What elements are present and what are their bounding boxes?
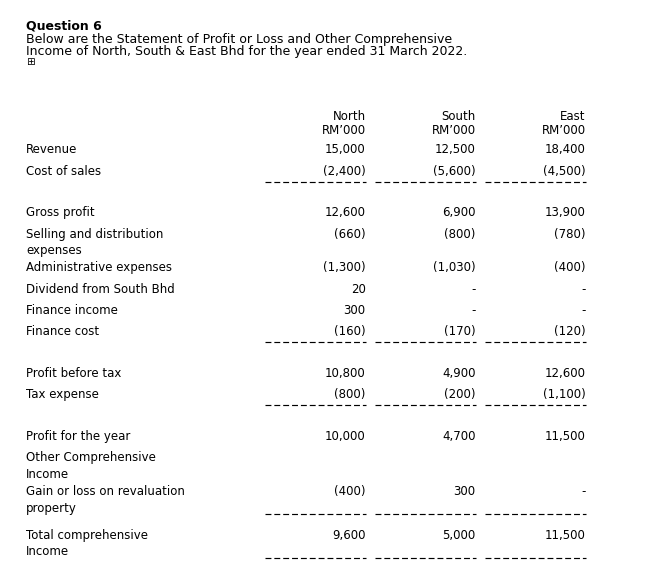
Text: 12,600: 12,600 [545,367,586,380]
Text: (400): (400) [334,485,366,498]
Text: 10,000: 10,000 [325,430,366,443]
Text: (4,500): (4,500) [543,165,586,178]
Text: Cost of sales: Cost of sales [26,165,101,178]
Text: (780): (780) [554,228,586,241]
Text: Profit before tax: Profit before tax [26,367,121,380]
Text: 300: 300 [344,304,366,317]
Text: (2,400): (2,400) [323,165,366,178]
Text: 10,800: 10,800 [325,367,366,380]
Text: 11,500: 11,500 [545,430,586,443]
Text: 12,600: 12,600 [325,206,366,219]
Text: South: South [441,110,476,123]
Text: (800): (800) [334,388,366,401]
Text: Finance income: Finance income [26,304,118,317]
Text: 9,600: 9,600 [332,529,366,542]
Text: (800): (800) [444,228,476,241]
Text: Revenue: Revenue [26,143,77,156]
Text: 18,400: 18,400 [545,143,586,156]
Text: 6,900: 6,900 [442,206,476,219]
Text: -: - [471,283,476,296]
Text: (5,600): (5,600) [433,165,476,178]
Text: 20: 20 [351,283,366,296]
Text: Finance cost: Finance cost [26,325,99,338]
Text: Tax expense: Tax expense [26,388,99,401]
Text: (160): (160) [334,325,366,338]
Text: (1,300): (1,300) [323,261,366,274]
Text: -: - [581,283,586,296]
Text: 5,000: 5,000 [443,529,476,542]
Text: -: - [581,304,586,317]
Text: Gain or loss on revaluation
property: Gain or loss on revaluation property [26,485,185,514]
Text: 300: 300 [454,485,476,498]
Text: (170): (170) [444,325,476,338]
Text: 11,500: 11,500 [545,529,586,542]
Text: Other Comprehensive
Income: Other Comprehensive Income [26,451,156,481]
Text: 4,900: 4,900 [442,367,476,380]
Text: -: - [581,485,586,498]
Text: (660): (660) [334,228,366,241]
Text: (400): (400) [554,261,586,274]
Text: Below are the Statement of Profit or Loss and Other Comprehensive: Below are the Statement of Profit or Los… [26,33,452,46]
Text: ⊞: ⊞ [26,57,35,67]
Text: Gross profit: Gross profit [26,206,94,219]
Text: RM’000: RM’000 [542,124,586,137]
Text: RM’000: RM’000 [432,124,476,137]
Text: Total comprehensive
Income: Total comprehensive Income [26,529,148,558]
Text: (120): (120) [554,325,586,338]
Text: 13,900: 13,900 [545,206,586,219]
Text: 15,000: 15,000 [325,143,366,156]
Text: Administrative expenses: Administrative expenses [26,261,172,274]
Text: 4,700: 4,700 [442,430,476,443]
Text: East: East [560,110,586,123]
Text: -: - [471,304,476,317]
Text: 12,500: 12,500 [435,143,476,156]
Text: Income of North, South & East Bhd for the year ended 31 March 2022.: Income of North, South & East Bhd for th… [26,45,467,58]
Text: (1,100): (1,100) [543,388,586,401]
Text: (1,030): (1,030) [433,261,476,274]
Text: RM’000: RM’000 [322,124,366,137]
Text: Question 6: Question 6 [26,20,102,33]
Text: North: North [333,110,366,123]
Text: Selling and distribution
expenses: Selling and distribution expenses [26,228,163,257]
Text: Profit for the year: Profit for the year [26,430,130,443]
Text: (200): (200) [444,388,476,401]
Text: Dividend from South Bhd: Dividend from South Bhd [26,283,175,296]
